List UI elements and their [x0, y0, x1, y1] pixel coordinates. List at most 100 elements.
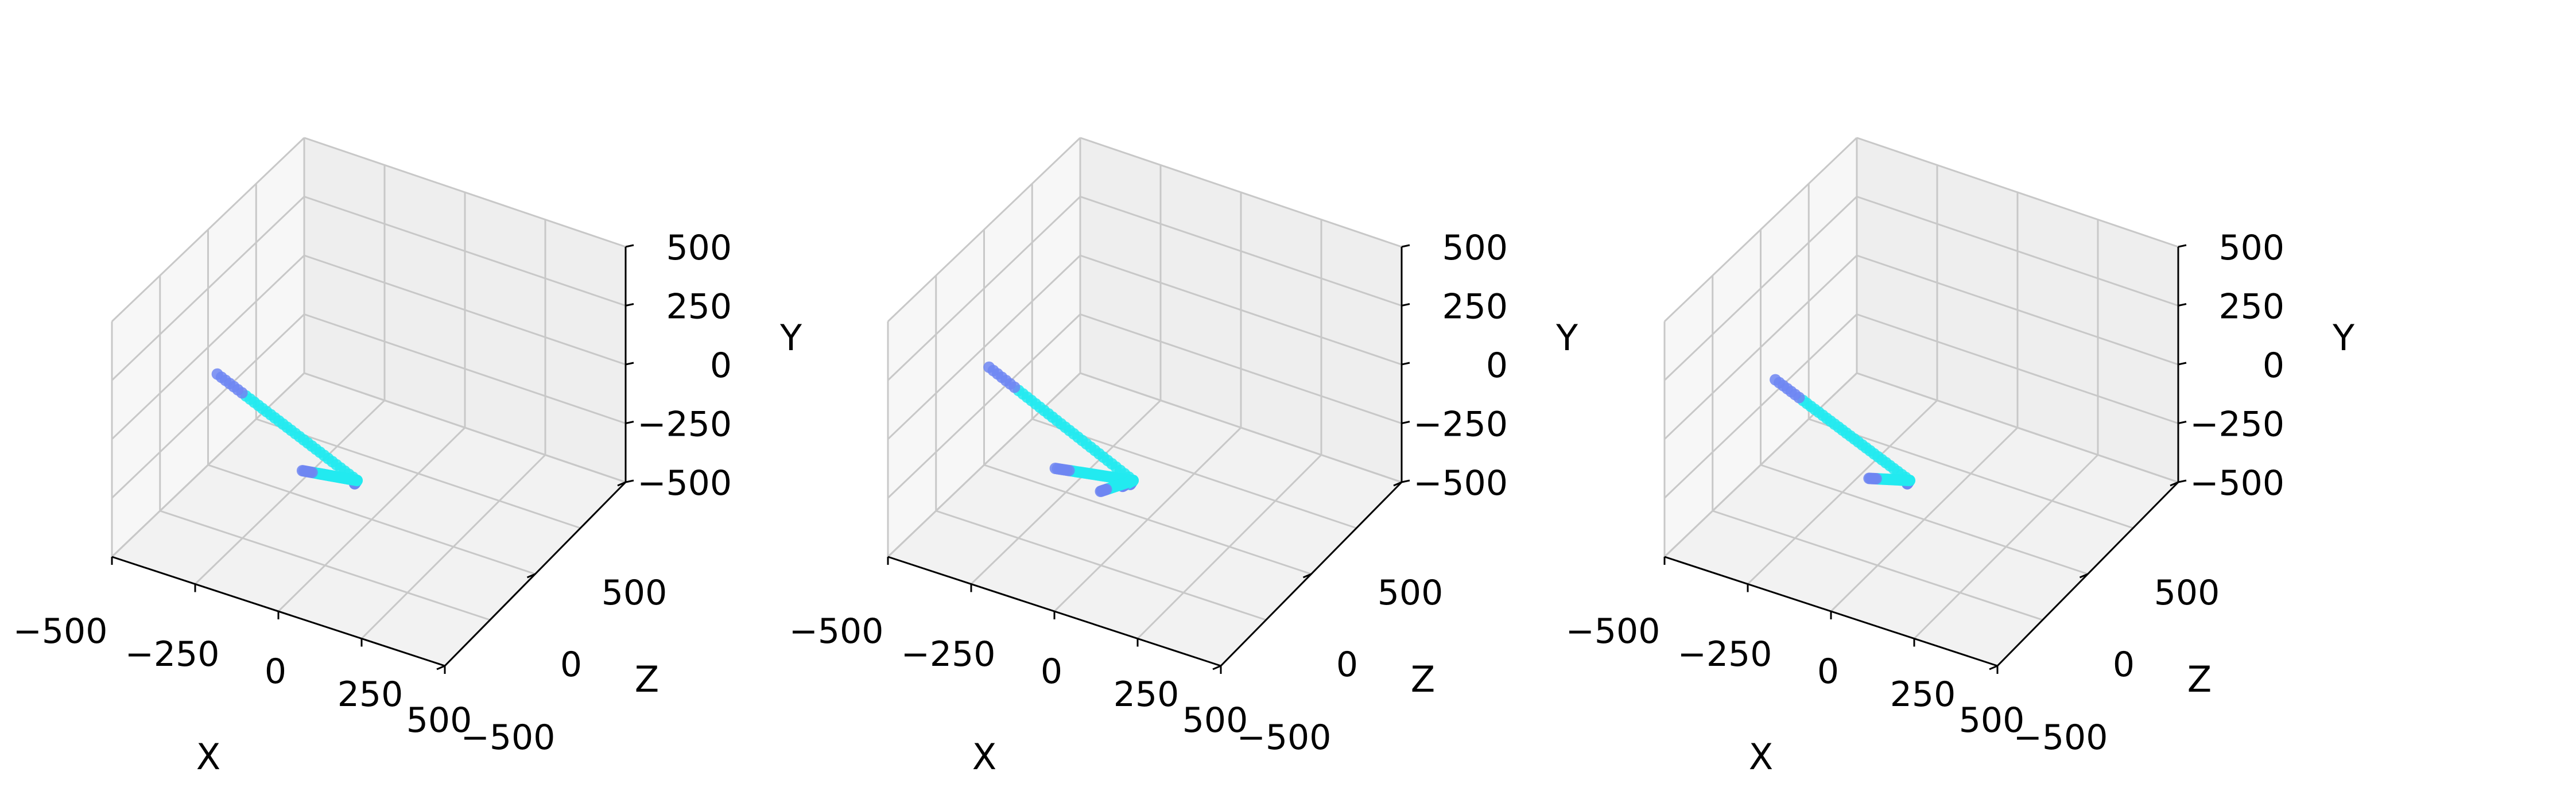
y-grid-line: [1080, 372, 1402, 483]
y-grid-line: [1663, 196, 1858, 381]
z-tick: [617, 481, 626, 487]
x-tick-label: 250: [1890, 674, 1956, 715]
x-tick-label: 250: [1114, 674, 1180, 715]
x-tick-label: 500: [406, 700, 472, 740]
x-tick-label: −500: [13, 611, 108, 651]
x-tick-label: −500: [789, 611, 884, 651]
x-axis-label: X: [196, 736, 220, 778]
x-axis-label: X: [1749, 736, 1773, 778]
y-tick: [2178, 244, 2187, 248]
z-tick-label: 0: [560, 645, 582, 685]
z-grid-line: [1712, 510, 2043, 621]
z-grid-line: [936, 510, 1267, 621]
z-tick-label: 500: [602, 573, 668, 613]
z-tick: [526, 573, 536, 579]
x-tick-label: 0: [1041, 651, 1062, 692]
x-tick-label: −250: [901, 634, 996, 674]
z-tick-label: 0: [2113, 645, 2135, 685]
x-tick-label: 500: [1959, 700, 2025, 740]
y-tick: [625, 479, 634, 483]
data-point: [211, 368, 223, 380]
z-tick: [1989, 665, 1998, 670]
y-axis-label: Y: [1555, 317, 1578, 359]
z-tick: [1302, 573, 1312, 579]
z-grid-line: [1808, 418, 2133, 529]
z-tick-label: −500: [461, 718, 556, 758]
y-tick: [625, 421, 634, 424]
z-tick: [2170, 481, 2179, 487]
y-tick: [1401, 479, 1410, 483]
y-tick-label: 500: [2218, 228, 2284, 268]
floor-pane: [112, 373, 626, 666]
x-tick-label: 0: [265, 651, 286, 692]
y-tick-label: 250: [1442, 287, 1508, 327]
x-tick-label: −500: [1566, 611, 1661, 651]
data-point: [1770, 374, 1782, 386]
z-tick-label: −500: [1237, 718, 1332, 758]
y-axis-label: Y: [779, 317, 802, 359]
scatter-series: [211, 368, 363, 490]
y-tick-label: −500: [2190, 463, 2284, 503]
y-tick-label: 500: [666, 228, 732, 268]
y-tick-label: 250: [666, 287, 732, 327]
y-tick: [2178, 479, 2187, 483]
y-grid-line: [1856, 313, 2179, 424]
y-tick-label: −250: [637, 405, 732, 445]
y-grid-line: [887, 196, 1081, 381]
z-grid-line: [255, 418, 581, 529]
z-grid-line: [984, 464, 1312, 575]
y-grid-line: [111, 137, 305, 323]
z-tick-label: −500: [2014, 718, 2108, 758]
y-grid-line: [304, 254, 626, 366]
y-grid-line: [887, 254, 1081, 440]
y-grid-line: [304, 372, 626, 483]
z-tick: [436, 665, 445, 670]
y-tick: [1401, 303, 1410, 307]
x-tick-label: −250: [1678, 634, 1772, 674]
z-tick: [1393, 481, 1402, 487]
z-tick: [2079, 573, 2089, 579]
y-grid-line: [111, 196, 305, 381]
z-grid-line: [1760, 464, 2088, 575]
y-grid-line: [304, 137, 626, 248]
y-grid-line: [1663, 254, 1858, 440]
floor-pane: [888, 373, 1402, 666]
y-tick: [625, 244, 634, 248]
x-tick-label: −250: [125, 634, 220, 674]
y-tick-label: −250: [2190, 405, 2284, 445]
y-tick-label: 0: [710, 346, 732, 386]
scatter-series: [1770, 374, 1915, 490]
z-grid-line: [208, 464, 536, 575]
z-tick: [1212, 665, 1221, 670]
data-point: [1095, 486, 1107, 497]
y-tick: [2178, 362, 2187, 366]
y-grid-line: [1080, 254, 1402, 366]
y-tick: [2178, 421, 2187, 424]
scatter-series: [983, 361, 1139, 497]
z-tick-label: 0: [1336, 645, 1358, 685]
y-grid-line: [111, 313, 305, 499]
y-grid-line: [1856, 372, 2179, 483]
y-tick-label: −250: [1413, 405, 1508, 445]
y-grid-line: [1663, 313, 1858, 499]
y-tick: [625, 303, 634, 307]
data-point: [1863, 472, 1875, 484]
x-tick-label: 250: [337, 674, 404, 715]
y-grid-line: [1663, 137, 1858, 323]
z-axis-label: Z: [1411, 658, 1435, 700]
x-tick-label: 0: [1817, 651, 1839, 692]
data-point: [983, 361, 995, 373]
y-grid-line: [111, 372, 305, 558]
y-grid-line: [304, 196, 626, 307]
floor-pane: [1665, 373, 2178, 666]
z-tick-label: 500: [1378, 573, 1444, 613]
y-grid-line: [887, 372, 1081, 558]
y-grid-line: [111, 254, 305, 440]
y-axis-label: Y: [2332, 317, 2354, 359]
y-grid-line: [1856, 196, 2179, 307]
y-tick-label: 0: [2263, 346, 2284, 386]
y-grid-line: [1663, 372, 1858, 558]
